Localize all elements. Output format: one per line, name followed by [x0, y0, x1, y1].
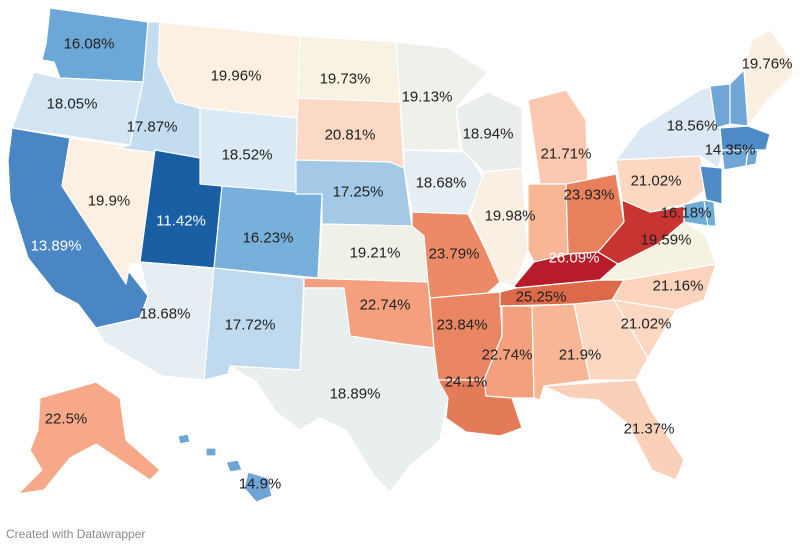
label-new-york: 18.56%: [667, 118, 718, 135]
state-hawaii-big-island[interactable]: [243, 471, 273, 503]
label-kentucky: 26.09%: [549, 250, 600, 267]
state-maine[interactable]: [743, 29, 795, 127]
state-minnesota[interactable]: [395, 41, 489, 151]
label-hawaii: 14.9%: [239, 476, 282, 493]
state-illinois[interactable]: [469, 167, 529, 287]
label-florida: 21.37%: [624, 421, 675, 438]
label-tennessee: 25.25%: [516, 289, 567, 306]
state-hawaii-kauai[interactable]: [177, 433, 191, 445]
label-montana: 19.96%: [211, 68, 262, 85]
label-massachusetts: 14.35%: [705, 142, 756, 159]
label-oregon: 18.05%: [47, 96, 98, 113]
label-south-dakota: 20.81%: [325, 127, 376, 144]
state-hawaii-oahu[interactable]: [205, 447, 217, 457]
state-georgia[interactable]: [573, 299, 649, 381]
state-rhode-island[interactable]: [745, 149, 759, 167]
label-mississippi: 22.74%: [482, 347, 533, 364]
label-nebraska: 17.25%: [333, 184, 384, 201]
label-virginia: 19.59%: [641, 232, 692, 249]
label-texas: 18.89%: [330, 386, 381, 403]
label-oklahoma: 22.74%: [360, 297, 411, 314]
label-new-mexico: 17.72%: [225, 317, 276, 334]
label-arkansas: 23.84%: [437, 317, 488, 334]
state-hawaii-maui[interactable]: [225, 459, 243, 473]
label-idaho: 17.87%: [127, 119, 178, 136]
label-illinois: 19.98%: [485, 208, 536, 225]
label-north-carolina: 21.16%: [653, 278, 704, 295]
label-pennsylvania: 21.02%: [631, 173, 682, 190]
state-north-dakota[interactable]: [297, 35, 401, 103]
label-minnesota: 19.13%: [402, 89, 453, 106]
label-alaska: 22.5%: [45, 411, 88, 428]
label-north-dakota: 19.73%: [320, 71, 371, 88]
state-new-jersey[interactable]: [699, 165, 723, 205]
label-utah: 11.42%: [156, 213, 206, 230]
label-wyoming: 18.52%: [222, 147, 273, 164]
label-georgia: 21.02%: [621, 316, 672, 333]
label-arizona: 18.68%: [140, 306, 191, 323]
label-alabama: 21.9%: [559, 347, 602, 364]
label-wisconsin: 18.94%: [463, 126, 514, 143]
label-washington: 16.08%: [64, 36, 115, 53]
state-delaware[interactable]: [703, 199, 717, 227]
label-iowa: 18.68%: [416, 175, 467, 192]
state-florida[interactable]: [543, 379, 685, 481]
label-maryland: 16.18%: [661, 205, 712, 222]
label-michigan: 21.71%: [541, 146, 592, 163]
state-maryland[interactable]: [649, 199, 709, 227]
label-california: 13.89%: [31, 238, 82, 255]
label-kansas: 19.21%: [350, 245, 401, 262]
credit-line: Created with Datawrapper: [6, 527, 146, 541]
label-missouri: 23.79%: [429, 246, 480, 263]
state-massachusetts[interactable]: [719, 125, 771, 151]
label-louisiana: 24.1%: [445, 374, 488, 391]
label-maine: 19.76%: [742, 56, 793, 73]
state-michigan[interactable]: [527, 89, 589, 185]
label-colorado: 16.23%: [243, 230, 294, 247]
state-texas[interactable]: [229, 287, 449, 493]
state-alaska[interactable]: [17, 381, 161, 495]
label-ohio: 23.93%: [564, 187, 615, 204]
label-nevada: 19.9%: [88, 193, 131, 210]
